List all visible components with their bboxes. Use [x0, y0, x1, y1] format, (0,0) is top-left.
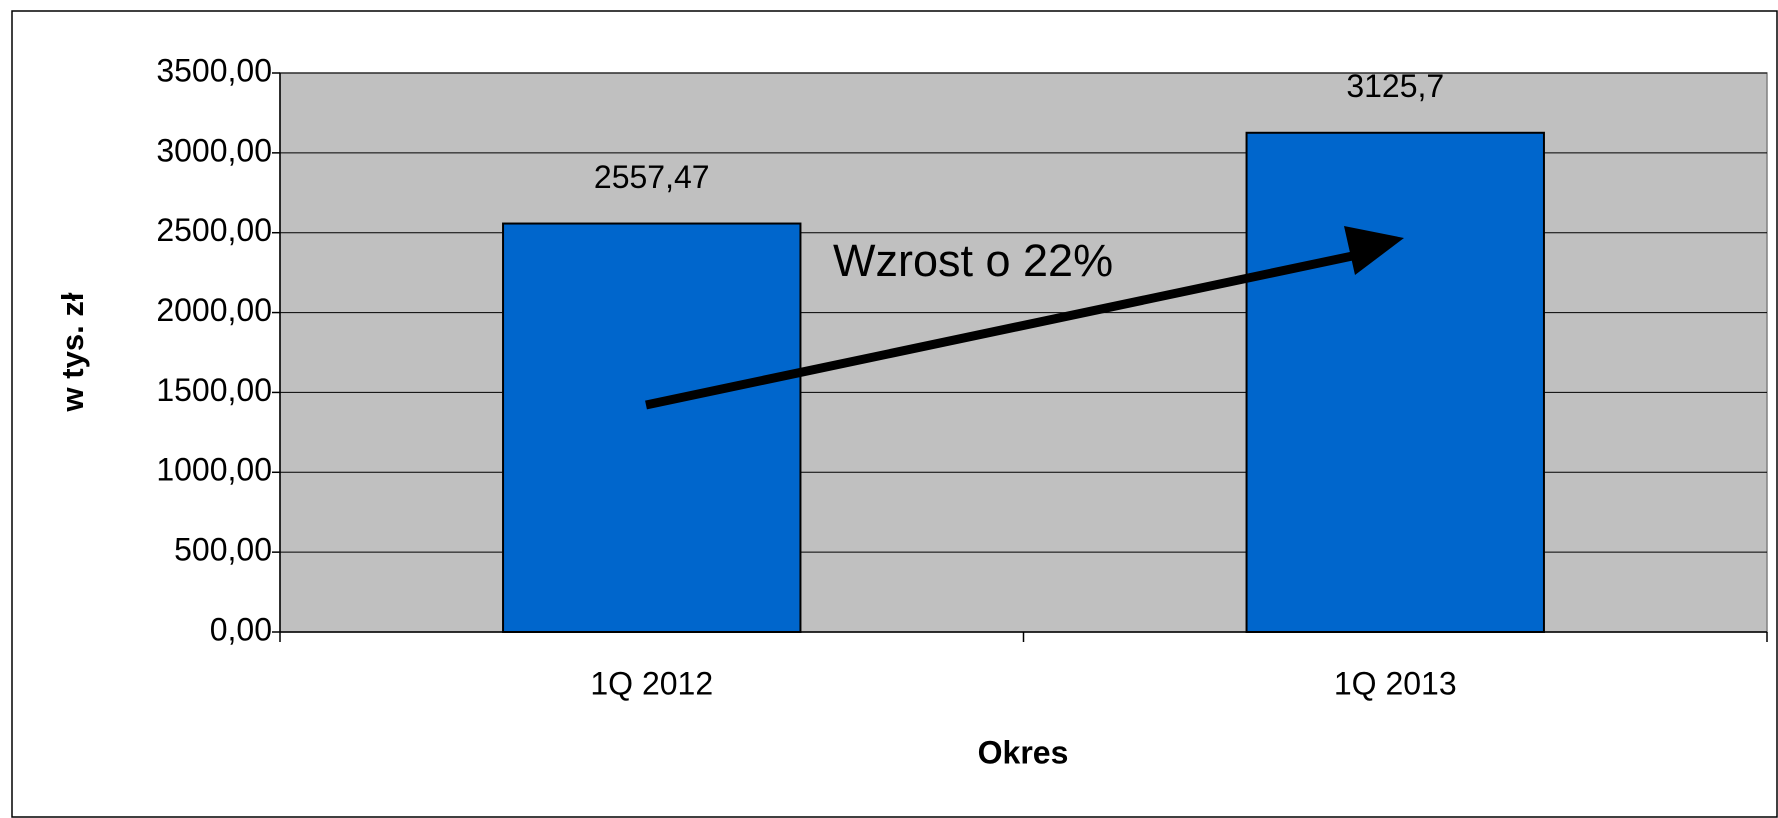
- y-tick-label: 3000,00: [156, 132, 272, 168]
- arrow-head: [1344, 226, 1404, 275]
- bar: [1245, 131, 1545, 633]
- y-tick-label: 3500,00: [156, 52, 272, 88]
- data-label: 3125,7: [1346, 68, 1444, 104]
- x-tick-label: 1Q 2013: [1334, 665, 1457, 701]
- x-axis-label: Okres: [978, 734, 1069, 770]
- y-tick-label: 1000,00: [156, 452, 272, 488]
- y-tick-label: 500,00: [174, 532, 272, 568]
- y-tick-label: 2000,00: [156, 292, 272, 328]
- y-tick-label: 2500,00: [156, 212, 272, 248]
- bar: [502, 222, 802, 634]
- data-label: 2557,47: [594, 159, 710, 195]
- annotation: Wzrost o 22%: [833, 235, 1113, 286]
- arrow-shaft: [645, 249, 1363, 410]
- y-tick-label: 0,00: [210, 611, 272, 647]
- y-axis-label: w tys. zł: [55, 292, 90, 412]
- y-tick-label: 1500,00: [156, 372, 272, 408]
- x-tick-label: 1Q 2012: [590, 665, 713, 701]
